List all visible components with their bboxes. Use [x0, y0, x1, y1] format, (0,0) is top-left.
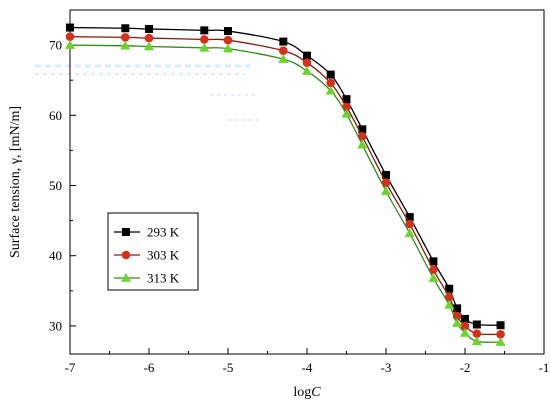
- y-tick-label: 50: [49, 178, 62, 193]
- data-point: [381, 186, 391, 195]
- faint-background-artifacts: [35, 64, 258, 121]
- y-tick-label: 30: [49, 318, 62, 333]
- data-point: [144, 33, 154, 43]
- data-point: [381, 178, 391, 188]
- legend-marker: [122, 228, 130, 236]
- data-point: [460, 327, 470, 337]
- data-point: [342, 95, 351, 104]
- data-point: [224, 27, 232, 36]
- data-point: [471, 336, 482, 346]
- data-point: [472, 329, 482, 338]
- data-point: [325, 85, 336, 95]
- y-tick-label: 60: [49, 108, 62, 123]
- data-point: [452, 318, 463, 327]
- x-axis-ticks: [69, 348, 545, 354]
- x-tick-label: -1: [539, 360, 550, 375]
- data-point: [200, 35, 209, 44]
- y-axis-ticks: [70, 44, 76, 327]
- data-point: [496, 330, 505, 339]
- series-313-k: [65, 40, 506, 346]
- legend-label: 313 K: [147, 271, 180, 286]
- legend-item: 303 K: [114, 248, 180, 263]
- data-point: [445, 284, 454, 293]
- data-point: [358, 132, 367, 141]
- data-point: [444, 299, 455, 309]
- data-point: [404, 228, 415, 237]
- data-point: [326, 78, 336, 88]
- data-point: [302, 66, 312, 75]
- legend-item: 293 K: [114, 225, 180, 240]
- data-point: [199, 42, 210, 52]
- data-point: [223, 43, 233, 53]
- data-point: [453, 304, 462, 313]
- series-293-k: [66, 23, 505, 330]
- data-point: [278, 54, 289, 63]
- data-point: [223, 35, 233, 45]
- data-point: [382, 170, 390, 179]
- y-tick-label: 70: [49, 38, 62, 53]
- legend-marker: [121, 250, 131, 260]
- legend-marker: [121, 273, 131, 282]
- x-tick-label: -6: [144, 360, 155, 375]
- x-axis-tick-labels: -7 -6 -5 -4 -3 -2 -1: [65, 360, 550, 375]
- data-point: [303, 51, 311, 60]
- series-line: [69, 44, 501, 343]
- x-tick-label: -3: [381, 360, 392, 375]
- data-point: [429, 257, 438, 266]
- x-axis-title: logC: [293, 385, 321, 400]
- data-point: [460, 321, 470, 331]
- data-point: [121, 24, 130, 33]
- data-point: [496, 321, 505, 330]
- x-tick-label: -7: [65, 360, 76, 375]
- data-point: [428, 273, 439, 282]
- legend-label: 293 K: [147, 225, 180, 240]
- data-point: [66, 23, 74, 32]
- legend-box: [107, 212, 199, 291]
- data-point: [279, 37, 288, 46]
- data-point: [326, 70, 335, 79]
- data-point: [145, 24, 153, 33]
- data-point: [461, 314, 469, 323]
- legend: 293 K 303 K 313 K: [107, 212, 199, 291]
- data-point: [495, 337, 506, 346]
- series-layer: [65, 23, 506, 346]
- x-tick-label: -2: [460, 360, 471, 375]
- data-point: [302, 58, 312, 67]
- x-tick-label: -5: [223, 360, 234, 375]
- y-axis-tick-labels: 30 40 50 60 70: [49, 38, 62, 334]
- y-tick-label: 40: [49, 248, 62, 263]
- legend-label: 303 K: [147, 248, 180, 263]
- x-tick-label: -4: [302, 360, 313, 375]
- data-point: [358, 125, 367, 134]
- data-point: [200, 26, 209, 35]
- data-point: [357, 139, 368, 149]
- data-point: [144, 41, 154, 51]
- data-point: [65, 40, 75, 49]
- data-point: [120, 40, 131, 50]
- data-point: [341, 108, 352, 118]
- series-303-k: [65, 32, 505, 339]
- y-axis-title: Surface tension, γ, [mN/m]: [8, 106, 23, 258]
- data-point: [65, 32, 75, 41]
- legend-items: 293 K 303 K 313 K: [114, 225, 180, 286]
- data-point: [429, 265, 438, 275]
- data-point: [444, 292, 454, 302]
- data-point: [405, 219, 415, 229]
- data-point: [405, 213, 414, 222]
- data-point: [279, 46, 288, 56]
- legend-item: 313 K: [114, 271, 180, 286]
- data-point: [472, 320, 481, 329]
- data-point: [121, 33, 130, 42]
